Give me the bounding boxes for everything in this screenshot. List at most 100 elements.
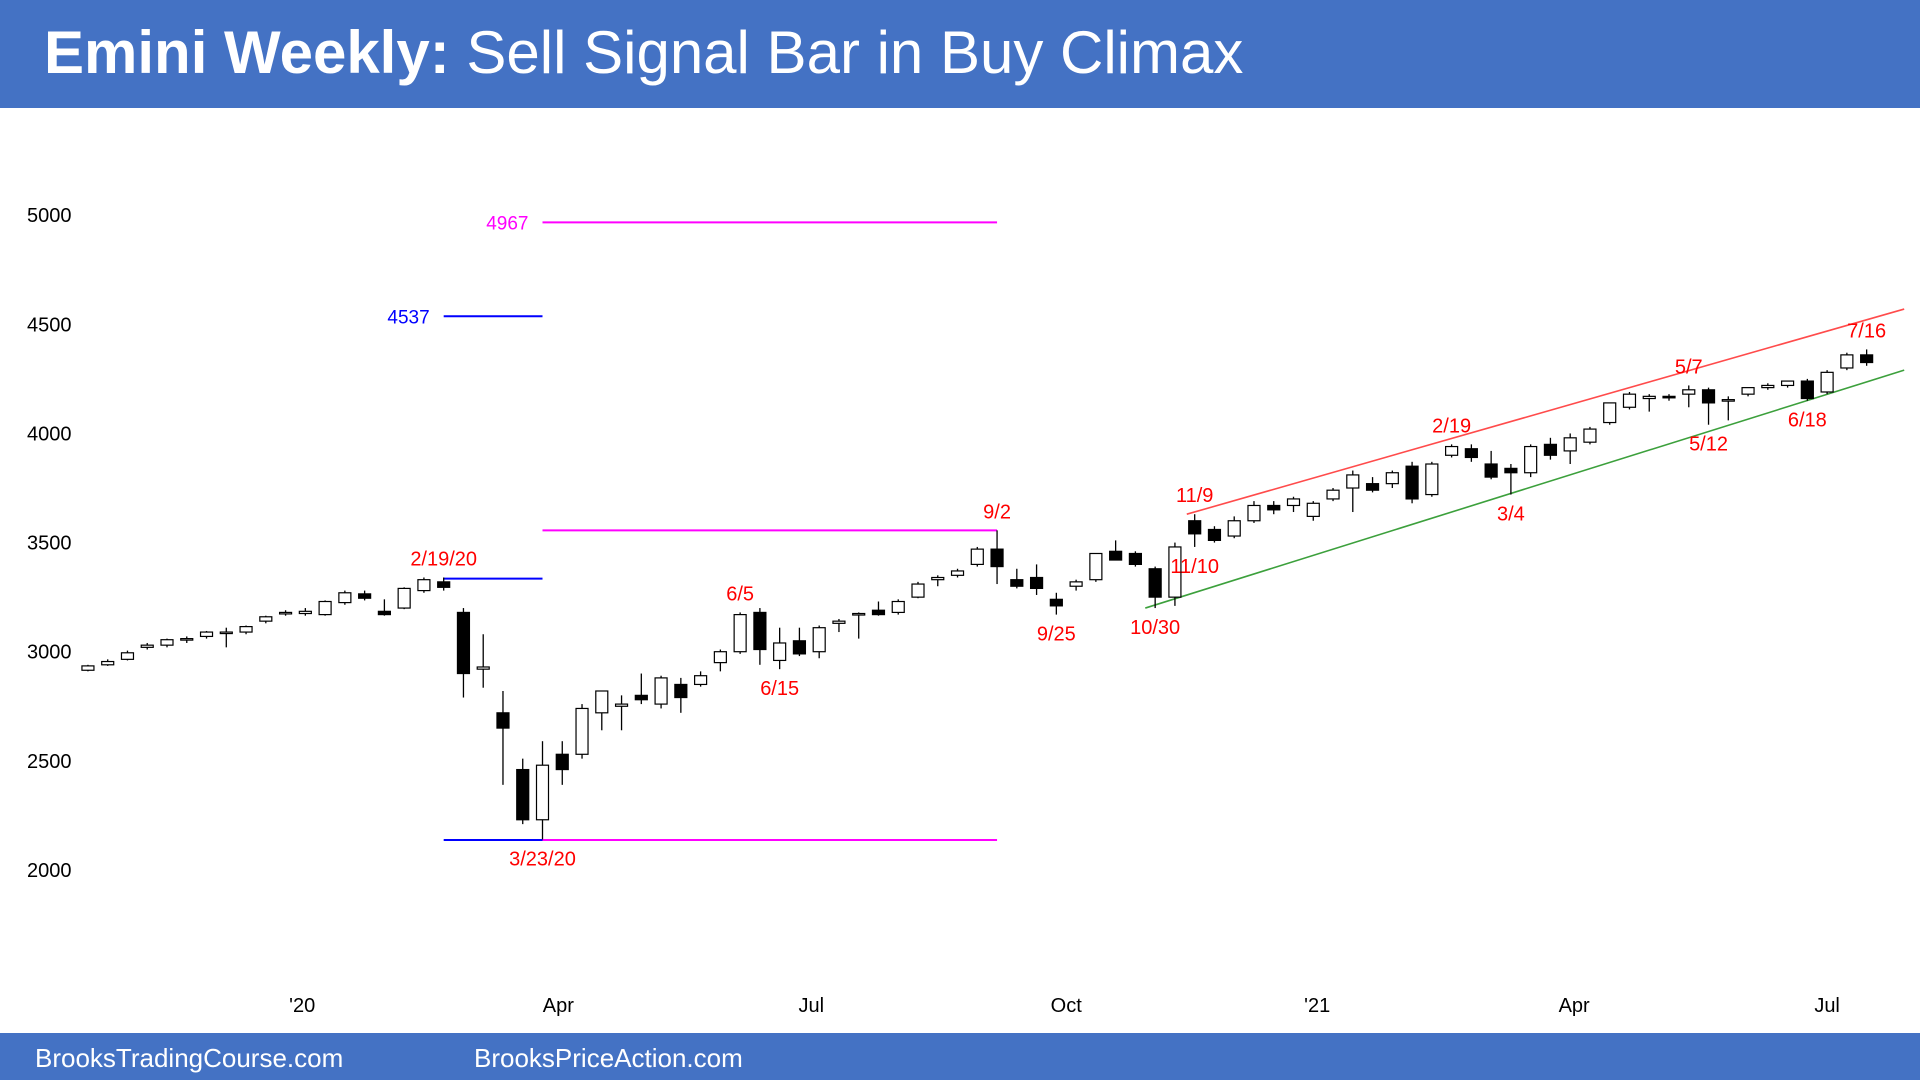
candle-body — [970, 548, 984, 566]
candle-body — [1603, 402, 1617, 424]
candle-body — [713, 651, 727, 664]
title-rest: Sell Signal Bar in Buy Climax — [466, 19, 1244, 86]
y-tick-label: 3500 — [27, 533, 72, 555]
candle-body — [1267, 504, 1281, 511]
candle-body — [555, 753, 569, 771]
candle-body — [1247, 504, 1261, 522]
candle-body — [1168, 546, 1182, 598]
title: Emini Weekly: Sell Signal Bar in Buy Cli… — [44, 18, 1243, 87]
annotation: 9/2 — [983, 501, 1011, 523]
candle-body — [950, 570, 965, 576]
candle-body — [377, 610, 391, 616]
x-tick-label: Jul — [1814, 995, 1840, 1017]
footer-right: BrooksPriceAction.com — [474, 1043, 743, 1073]
candle-body — [120, 652, 135, 660]
header: Emini Weekly: Sell Signal Bar in Buy Cli… — [0, 0, 1920, 108]
candle-body — [654, 677, 668, 705]
candle-body — [1543, 443, 1558, 456]
x-tick-label: Jul — [798, 995, 824, 1017]
candle-body — [437, 581, 451, 588]
y-tick-label: 3000 — [27, 642, 72, 664]
candle-body — [1642, 395, 1656, 400]
candle-body — [535, 764, 550, 821]
annotation: 6/15 — [760, 678, 799, 700]
candle-body — [1405, 465, 1419, 500]
y-tick-label: 2000 — [27, 860, 72, 882]
annotation: 11/10 — [1170, 556, 1219, 578]
candle-body — [1840, 354, 1854, 369]
candle-body — [871, 609, 886, 616]
candle-body — [634, 694, 648, 701]
candle-body — [694, 675, 708, 686]
candle-body — [931, 576, 945, 581]
annotation: 2/19/20 — [410, 549, 477, 571]
annotation: 11/9 — [1176, 485, 1213, 507]
candle-body — [1662, 395, 1676, 399]
level-label: 4537 — [387, 307, 429, 328]
footer-left: BrooksTradingCourse.com — [35, 1043, 344, 1073]
candle-body — [1128, 552, 1142, 566]
candle-body — [199, 631, 214, 638]
annotation: 6/18 — [1788, 410, 1827, 432]
y-tick-label: 5000 — [27, 205, 72, 227]
candle-body — [595, 690, 609, 714]
trendline — [1186, 308, 1905, 515]
candle-body — [1701, 389, 1716, 404]
candle-body — [1583, 428, 1597, 443]
candle-body — [852, 612, 866, 616]
candle-body — [1425, 463, 1439, 496]
candle-body — [1464, 448, 1478, 459]
candle-body — [259, 616, 273, 622]
candle-body — [1286, 498, 1301, 507]
title-lead: Emini Weekly: — [44, 19, 450, 86]
candle-body — [101, 660, 115, 666]
annotation: 5/12 — [1689, 434, 1728, 456]
candle-body — [1207, 528, 1222, 541]
candle-body — [219, 631, 233, 635]
y-tick-label: 4000 — [27, 423, 72, 445]
candle-body — [1860, 354, 1874, 364]
footer: BrooksTradingCourse.com BrooksPriceActio… — [0, 1033, 1920, 1080]
annotation: 10/30 — [1130, 617, 1180, 639]
x-tick-label: Apr — [543, 995, 574, 1017]
trendline — [1145, 369, 1905, 609]
candle-body — [891, 600, 905, 614]
candle-body — [753, 611, 767, 651]
x-tick-label: Apr — [1559, 995, 1590, 1017]
candle-body — [792, 640, 807, 655]
candle-body — [1445, 445, 1459, 456]
annotation: 5/7 — [1675, 356, 1703, 378]
candle-body — [990, 548, 1004, 568]
candle-body — [318, 600, 332, 616]
candle-body — [456, 611, 471, 675]
candle-body — [1029, 576, 1044, 590]
candle-body — [1109, 550, 1123, 561]
level-label: 4967 — [486, 213, 528, 234]
x-tick-label: '21 — [1304, 995, 1330, 1017]
candle-body — [1385, 472, 1399, 485]
candle-body — [1365, 483, 1380, 491]
candle-body — [1741, 387, 1755, 395]
candle-body — [614, 703, 629, 707]
candle-body — [338, 592, 352, 604]
candle-body — [180, 638, 194, 641]
candle-body — [1721, 399, 1735, 402]
annotation: 3/23/20 — [509, 848, 576, 870]
candle-body — [160, 639, 174, 646]
y-tick-label: 4500 — [27, 314, 72, 336]
candle-body — [239, 626, 253, 633]
candle-body — [1563, 437, 1577, 452]
y-tick-label: 2500 — [27, 751, 72, 773]
candle-body — [1504, 467, 1518, 474]
candle-body — [812, 627, 826, 653]
candle-body — [1227, 520, 1241, 537]
candle-body — [1306, 502, 1320, 517]
candle-body — [140, 644, 154, 648]
candle-body — [1188, 520, 1202, 535]
candle-body — [1622, 393, 1637, 408]
candle-body — [1010, 579, 1024, 587]
candle-body — [1069, 581, 1083, 587]
candle-body — [1800, 380, 1814, 400]
candle-body — [476, 666, 490, 670]
